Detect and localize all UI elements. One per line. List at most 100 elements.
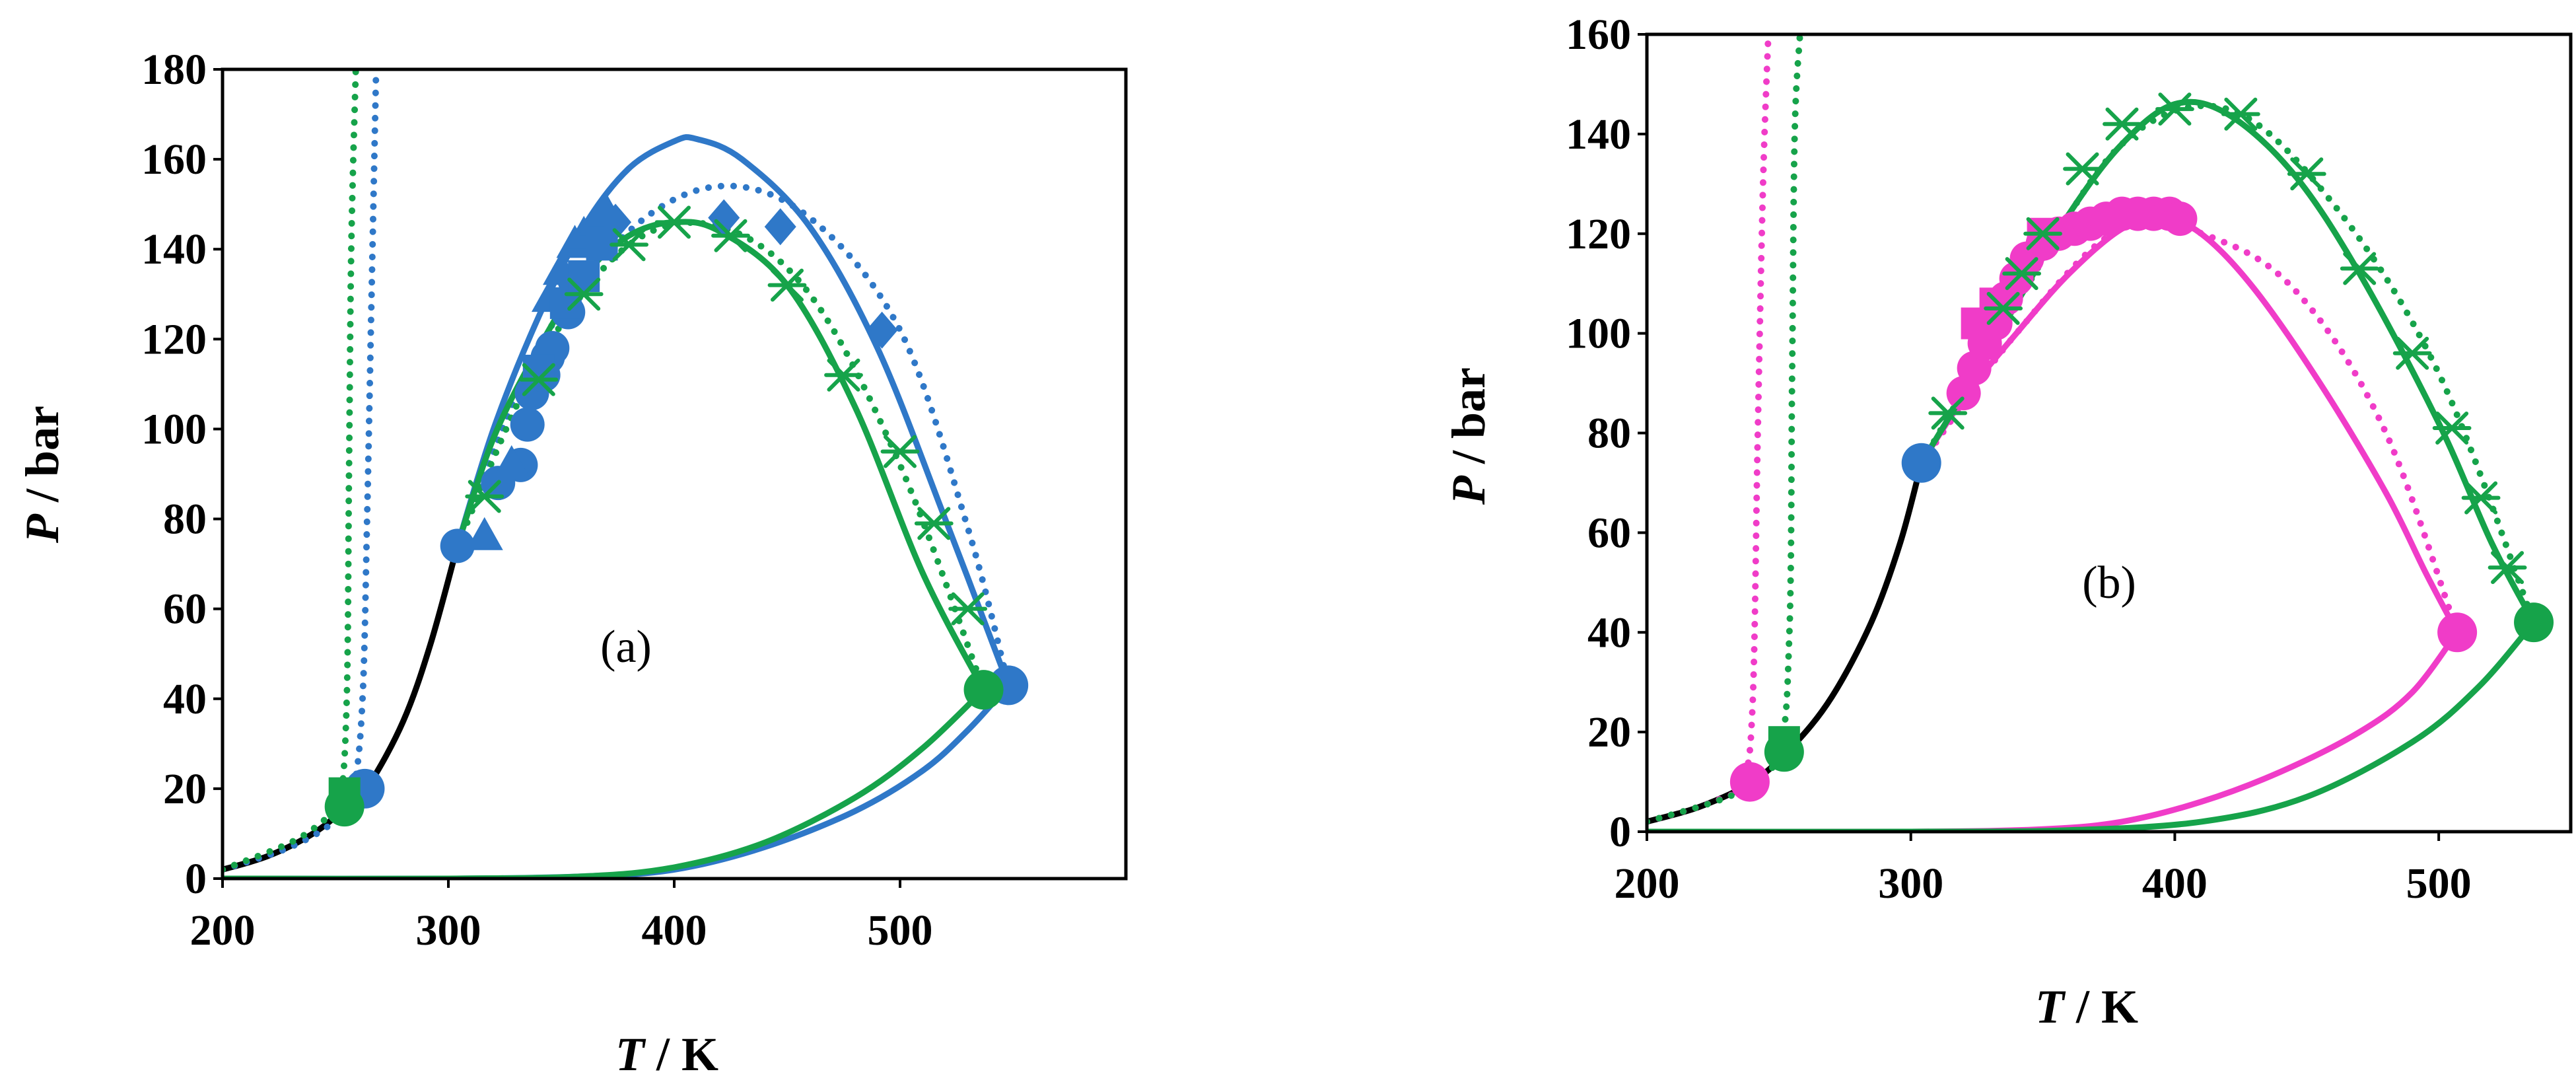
series-markers-a — [324, 193, 1029, 827]
magenta-vertical-dotted-line — [1647, 34, 1772, 825]
green-crosses-marker — [2063, 152, 2102, 186]
green-crosses-marker — [609, 228, 648, 262]
green-crosses-marker — [2155, 92, 2194, 126]
green-crosses-marker — [1928, 396, 1968, 430]
y-tick-label: 180 — [141, 46, 207, 94]
green-crosses-marker — [2002, 257, 2041, 291]
magenta-bubble-solid-line — [1647, 629, 2460, 832]
green-crosses-marker — [465, 480, 505, 513]
y-tick-label: 140 — [1566, 110, 1631, 159]
y-tick-label: 20 — [1587, 708, 1631, 756]
blue-squares-marker — [568, 260, 600, 293]
green-bubble-solid-line — [223, 686, 987, 879]
green-dew-dotted-line — [1918, 102, 2537, 626]
series-markers-b — [1729, 92, 2554, 802]
green-crosses-marker — [519, 363, 559, 396]
green-crosses-marker — [948, 592, 987, 626]
y-tick-label: 80 — [1587, 410, 1631, 458]
green-crosses-marker — [2392, 336, 2432, 370]
x-tick-label: 200 — [190, 906, 256, 955]
y-axis-label-a: P / bar — [16, 406, 69, 544]
green-crosses-marker — [2488, 551, 2527, 585]
green-crosses-marker — [824, 358, 863, 392]
green-crosses-marker — [2340, 252, 2379, 285]
green-critical-marker — [963, 670, 1004, 710]
x-tick-label: 200 — [1615, 859, 1680, 908]
y-tick-label: 160 — [141, 135, 207, 184]
chart-panel-a: 0 20 40 60 80 100 120 140 160 180 200 300 400 500 (a… — [16, 46, 1128, 1081]
x-axis-ticks-a: 200 300 400 500 — [190, 879, 933, 955]
blue-diamonds-marker — [764, 208, 796, 246]
green-crosses-marker — [2432, 411, 2472, 445]
green-crosses-marker — [2287, 157, 2326, 191]
green-bubble-solid-line — [1647, 619, 2537, 832]
x-tick-label: 300 — [416, 906, 481, 955]
y-tick-label: 160 — [1566, 11, 1631, 59]
x-axis-label-a: T / K — [615, 1028, 718, 1081]
green-crosses-marker — [564, 277, 604, 311]
green-crosses-marker — [654, 205, 694, 239]
y-tick-label: 40 — [1587, 608, 1631, 657]
magenta-circles-marker — [2163, 201, 2198, 236]
blue-diamonds-marker — [866, 311, 898, 349]
green-crosses-marker — [914, 507, 954, 540]
plot-area-a — [223, 69, 1029, 879]
y-tick-label: 40 — [163, 675, 207, 723]
green-vertical-dotted-line — [223, 69, 359, 873]
plot-frame-a — [221, 67, 1128, 881]
blue-triangles-marker — [493, 445, 530, 478]
green-crosses-marker — [2023, 217, 2062, 250]
green-crosses-marker — [711, 219, 750, 252]
green-vertical-dotted-line — [1647, 34, 1803, 825]
green-crosses-marker — [2461, 481, 2501, 515]
y-tick-label: 140 — [141, 225, 207, 273]
plot-frame-b — [1645, 32, 2573, 834]
x-tick-label: 300 — [1878, 859, 1943, 908]
green-crosses-marker — [2103, 107, 2141, 141]
x-axis-label-b: T / K — [2035, 980, 2138, 1033]
y-axis-label-b: P / bar — [1442, 367, 1495, 505]
green-crosses-marker — [880, 435, 920, 468]
x-tick-label: 500 — [2406, 859, 2472, 908]
green-crosses-marker — [767, 268, 807, 302]
blue-circles-marker — [510, 407, 545, 442]
y-tick-label: 100 — [141, 405, 207, 453]
y-tick-label: 0 — [185, 855, 207, 903]
y-tick-label: 0 — [1609, 808, 1631, 856]
blue-triangles-marker — [466, 517, 503, 550]
y-tick-label: 80 — [163, 495, 207, 544]
chart-panel-b: 0 20 40 60 80 100 120 140 160 200 300 400 500 (b) T… — [1442, 11, 2573, 1033]
magenta-critical-marker — [1729, 762, 1770, 802]
annotation-a: (a) — [600, 622, 652, 672]
series-lines-b — [1647, 34, 2537, 832]
y-tick-label: 60 — [163, 585, 207, 634]
magenta-critical-marker — [2437, 612, 2478, 653]
green-crosses-marker — [1984, 291, 2023, 325]
x-tick-label: 400 — [2142, 859, 2208, 908]
y-axis-ticks-a: 0 20 40 60 80 100 120 140 160 180 — [141, 46, 223, 903]
annotation-b: (b) — [2082, 558, 2136, 608]
green-dew-solid-line — [1918, 98, 2537, 626]
blue-diamonds-marker — [600, 203, 632, 241]
green-crosses-marker — [2221, 97, 2260, 131]
y-tick-label: 120 — [141, 315, 207, 363]
blue-vertical-dotted-line — [223, 69, 380, 873]
green-square-marker — [328, 777, 361, 809]
green-critical-marker — [2514, 602, 2554, 643]
x-axis-ticks-b: 200 300 400 500 — [1615, 832, 2472, 908]
blue-dew-solid-line — [454, 134, 1012, 688]
y-tick-label: 120 — [1566, 210, 1631, 258]
x-tick-label: 500 — [868, 906, 933, 955]
y-tick-label: 60 — [1587, 509, 1631, 557]
y-tick-label: 100 — [1566, 310, 1631, 358]
green-square-marker — [1768, 726, 1800, 758]
plot-area-b — [1647, 34, 2554, 832]
y-axis-ticks-b: 0 20 40 60 80 100 120 140 160 — [1566, 11, 1647, 856]
series-lines-a — [223, 69, 1012, 879]
magenta-dew-dotted-line — [1918, 219, 2461, 636]
blue-diamonds-marker — [708, 199, 740, 236]
blue-critical-marker — [1901, 443, 1941, 483]
x-tick-label: 400 — [642, 906, 707, 955]
y-tick-label: 20 — [163, 765, 207, 813]
